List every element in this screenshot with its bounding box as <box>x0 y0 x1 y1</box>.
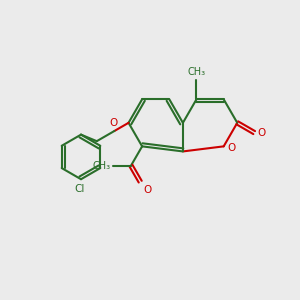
Text: Cl: Cl <box>74 184 85 194</box>
Text: O: O <box>110 118 118 128</box>
Text: O: O <box>258 128 266 138</box>
Text: O: O <box>143 184 151 194</box>
Text: CH₃: CH₃ <box>93 161 111 171</box>
Text: CH₃: CH₃ <box>188 67 206 77</box>
Text: O: O <box>227 143 236 153</box>
